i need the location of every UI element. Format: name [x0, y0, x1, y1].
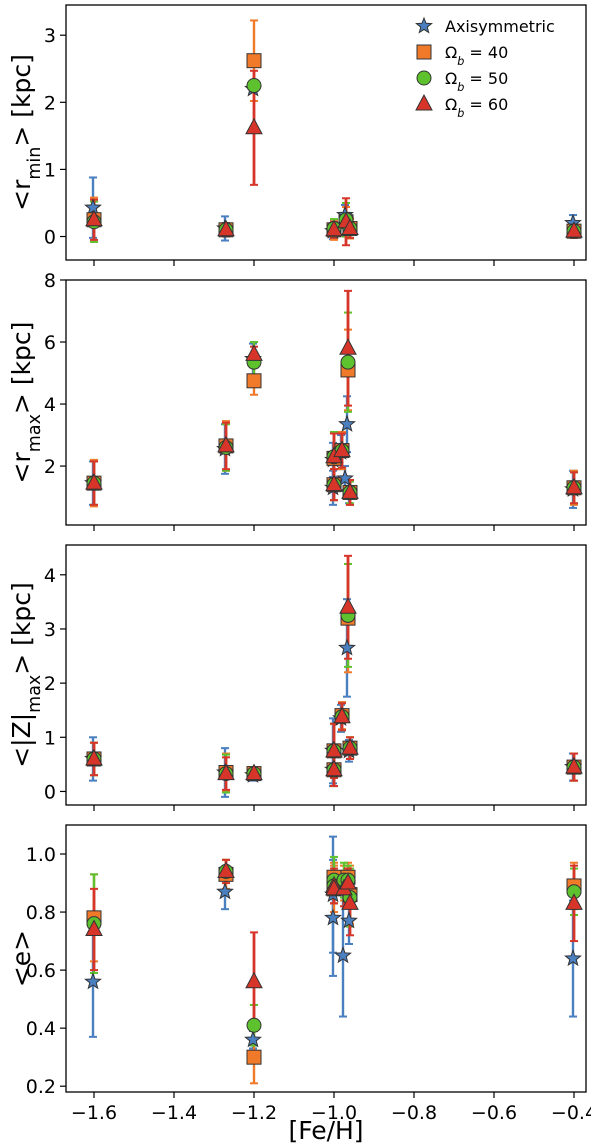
- data-point-triangle: [339, 338, 357, 355]
- data-point-triangle: [217, 219, 235, 237]
- legend-marker-triangle: [415, 93, 433, 111]
- data-point-triangle: [217, 763, 235, 781]
- data-point-triangle: [325, 219, 343, 237]
- plot-frame: [65, 4, 587, 261]
- data-point-triangle: [245, 117, 263, 135]
- legend-marker-star: [415, 16, 433, 34]
- data-point-triangle: [565, 221, 583, 238]
- data-point-circle: [340, 354, 356, 370]
- data-point-star: [338, 414, 356, 432]
- data-point-triangle: [245, 344, 263, 361]
- data-point-triangle: [565, 893, 583, 910]
- y-tick-label: 3: [44, 619, 56, 641]
- y-axis-label: <|Z|max> [kpc]: [7, 582, 45, 768]
- data-point-triangle: [333, 706, 351, 724]
- data-point-triangle: [245, 971, 263, 989]
- y-tick-label: 0: [44, 227, 56, 249]
- y-tick-label: 0.8: [26, 902, 56, 924]
- data-point-triangle: [333, 440, 351, 458]
- data-point-triangle: [217, 435, 235, 453]
- data-point-triangle: [565, 477, 583, 495]
- plot-frame: [65, 279, 587, 526]
- data-point-star: [324, 908, 342, 926]
- x-axis-label: [Fe/H]: [288, 1116, 363, 1145]
- data-point-triangle: [85, 209, 103, 227]
- legend-label: Axisymmetric: [445, 17, 555, 36]
- data-point-star: [336, 469, 354, 487]
- data-point-star: [338, 638, 356, 656]
- x-tick-label: −0.8: [391, 1102, 437, 1124]
- y-tick-label: 0.4: [26, 1018, 56, 1040]
- y-axis-label: <rmin> [kpc]: [7, 54, 45, 211]
- legend-label: Ωb = 50: [445, 69, 508, 94]
- data-point-triangle: [341, 893, 359, 910]
- panel-3: 0 1 2 3 4<|Z|max> [kpc]: [7, 544, 587, 811]
- y-tick-label: 3: [44, 25, 56, 47]
- x-tick-label: −1.6: [71, 1102, 117, 1124]
- data-point-square: [246, 53, 262, 69]
- plot-frame: [65, 824, 587, 1093]
- data-point-star: [334, 946, 352, 964]
- legend-marker-circle: [416, 70, 432, 86]
- y-tick-label: 8: [44, 270, 56, 292]
- y-tick-label: 1.0: [26, 844, 56, 866]
- y-tick-label: 0.6: [26, 960, 56, 982]
- panel-4: −1.6 −1.4 −1.2 −1.0 −0.8 −0.6 −0.4 0.2 0.4 0.6 0.8…: [7, 824, 591, 1145]
- legend-label: Ωb = 60: [445, 95, 508, 120]
- data-point-triangle: [217, 861, 235, 878]
- y-tick-label: 2: [44, 92, 56, 114]
- x-tick-label: −0.6: [471, 1102, 517, 1124]
- data-point-square: [246, 1049, 262, 1065]
- y-tick-label: 1: [44, 727, 56, 749]
- data-point-triangle: [85, 748, 103, 766]
- y-axis-label: <e>: [7, 930, 36, 987]
- x-tick-label: −1.0: [311, 1102, 357, 1124]
- x-tick-label: −0.4: [551, 1102, 591, 1124]
- plot-frame: [65, 544, 587, 806]
- data-point-triangle: [325, 740, 343, 758]
- data-point-triangle: [85, 919, 103, 936]
- y-tick-label: 2: [44, 673, 56, 695]
- y-tick-label: 0.2: [26, 1076, 56, 1098]
- x-tick-label: −1.4: [151, 1102, 197, 1124]
- x-tick-label: −1.2: [231, 1102, 277, 1124]
- panel-2: 2 4 6 8 <rmax> [kpc]: [7, 270, 587, 531]
- data-point-triangle: [245, 763, 263, 781]
- y-axis-label: <rmax> [kpc]: [7, 322, 45, 484]
- y-tick-label: 4: [44, 565, 56, 587]
- data-point-star: [244, 1030, 262, 1048]
- data-point-star: [216, 882, 234, 900]
- data-point-triangle: [325, 759, 343, 777]
- y-tick-label: 0: [44, 781, 56, 803]
- data-point-star: [84, 198, 102, 216]
- data-point-triangle: [325, 474, 343, 492]
- data-point-star: [564, 949, 582, 967]
- data-point-triangle: [565, 757, 583, 774]
- data-point-triangle: [341, 218, 359, 235]
- y-tick-label: 1: [44, 159, 56, 181]
- y-tick-label: 6: [44, 332, 56, 354]
- data-point-triangle: [341, 738, 359, 755]
- data-point-square: [246, 373, 262, 389]
- data-point-triangle: [85, 473, 103, 490]
- data-point-star: [84, 972, 102, 990]
- data-point-triangle: [339, 597, 357, 614]
- legend-label: Ωb = 40: [445, 43, 508, 68]
- data-point-star: [340, 911, 358, 929]
- data-point-triangle: [339, 872, 357, 890]
- legend-marker-square: [416, 44, 432, 60]
- y-tick-label: 2: [44, 456, 56, 478]
- data-point-circle: [246, 1017, 262, 1033]
- data-point-triangle: [341, 482, 359, 499]
- y-tick-label: 4: [44, 394, 56, 416]
- data-point-circle: [246, 78, 262, 94]
